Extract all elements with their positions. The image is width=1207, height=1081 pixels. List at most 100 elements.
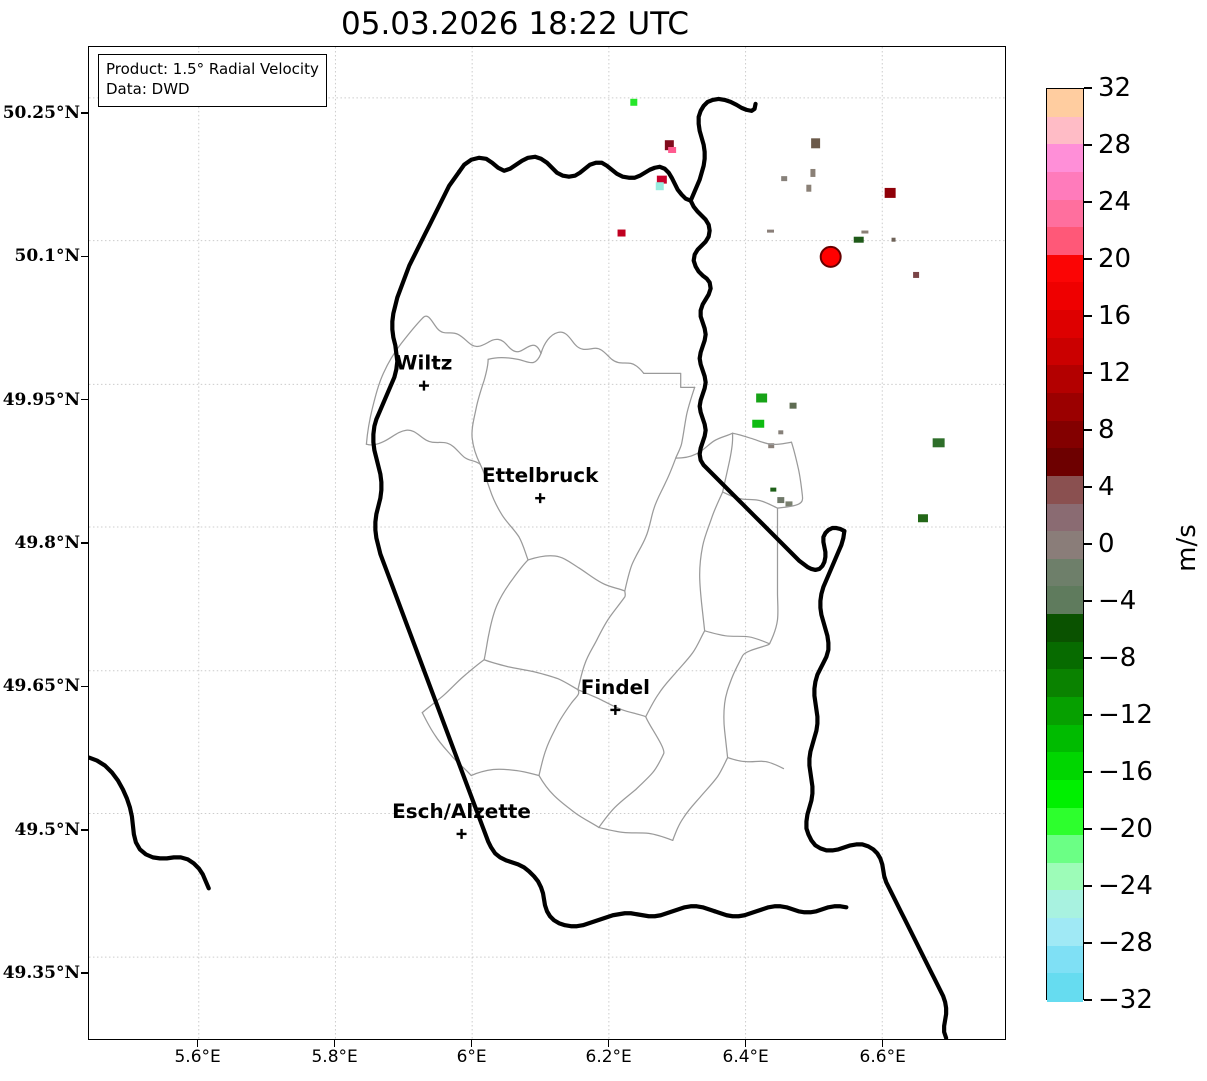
colorbar-band bbox=[1047, 807, 1083, 836]
colorbar-band bbox=[1047, 144, 1083, 173]
colorbar-band bbox=[1047, 614, 1083, 643]
colorbar-tick-label: −24 bbox=[1098, 871, 1153, 901]
x-tick-label: 5.8°E bbox=[311, 1047, 358, 1067]
radar-site-marker[interactable] bbox=[819, 245, 842, 268]
gridlines bbox=[89, 47, 1005, 1039]
x-tick-mark bbox=[196, 1040, 199, 1047]
colorbar-band bbox=[1047, 890, 1083, 919]
colorbar-tick-label: −32 bbox=[1098, 985, 1153, 1015]
radar-echo-pixel bbox=[810, 168, 816, 177]
info-product-line: Product: 1.5° Radial Velocity bbox=[106, 60, 319, 78]
colorbar-band bbox=[1047, 779, 1083, 809]
y-tick-mark bbox=[81, 255, 88, 258]
colorbar-band bbox=[1047, 862, 1083, 892]
radar-echo-pixel bbox=[932, 438, 945, 448]
colorbar-tick-mark bbox=[1084, 714, 1092, 716]
y-tick-mark bbox=[81, 972, 88, 974]
x-tick-mark bbox=[607, 1040, 610, 1047]
colorbar-tick-mark bbox=[1084, 201, 1092, 203]
colorbar-band bbox=[1047, 365, 1083, 394]
colorbar-tick-label: 0 bbox=[1098, 529, 1115, 559]
colorbar-tick-mark bbox=[1084, 144, 1092, 146]
colorbar-band bbox=[1047, 310, 1083, 339]
colorbar-band bbox=[1047, 393, 1083, 422]
map-plot-area[interactable]: Wiltz Ettelbruck Findel Esch/Alzette bbox=[88, 46, 1006, 1040]
x-tick-mark bbox=[333, 1040, 336, 1047]
colorbar-tick-mark bbox=[1084, 87, 1092, 89]
city-label: Ettelbruck bbox=[482, 463, 599, 487]
city-label: Wiltz bbox=[396, 351, 453, 375]
radar-echo-pixel bbox=[767, 229, 775, 233]
x-tick-mark bbox=[881, 1040, 884, 1047]
colorbar-band bbox=[1047, 531, 1083, 560]
radar-echo-pixel bbox=[630, 98, 638, 106]
colorbar-tick-label: 4 bbox=[1098, 472, 1115, 502]
colorbar-band bbox=[1047, 116, 1083, 145]
colorbar-band bbox=[1047, 420, 1083, 449]
y-tick-label: 50.25°N bbox=[2, 102, 80, 123]
radar-echo-pixel bbox=[785, 501, 793, 507]
colorbar-band bbox=[1047, 199, 1083, 228]
colorbar-tick-label: −4 bbox=[1098, 586, 1137, 616]
y-tick-label: 49.5°N bbox=[14, 819, 80, 840]
radar-echo-pixel bbox=[891, 237, 896, 242]
radar-echo-pixel bbox=[756, 393, 768, 403]
colorbar-band bbox=[1047, 503, 1083, 532]
city-layer: Wiltz Ettelbruck Findel Esch/Alzette bbox=[392, 351, 650, 839]
colorbar-tick-mark bbox=[1084, 315, 1092, 317]
colorbar-band bbox=[1047, 89, 1083, 118]
city-label: Findel bbox=[581, 675, 650, 699]
radar-site-dot[interactable] bbox=[819, 245, 842, 268]
colorbar-band bbox=[1047, 752, 1083, 781]
colorbar-band bbox=[1047, 697, 1083, 726]
colorbar-tick-mark bbox=[1084, 999, 1092, 1001]
colorbar-band bbox=[1047, 669, 1083, 698]
page-title: 05.03.2026 18:22 UTC bbox=[341, 6, 689, 42]
radar-echo-pixel bbox=[806, 184, 812, 192]
radar-echo-pixel bbox=[913, 271, 920, 278]
colorbar-band bbox=[1047, 337, 1083, 366]
info-data-line: Data: DWD bbox=[106, 79, 190, 98]
city-marker-ettelbruck: Ettelbruck bbox=[482, 463, 599, 504]
y-tick-label: 49.95°N bbox=[2, 389, 80, 410]
colorbar-tick-mark bbox=[1084, 258, 1092, 260]
colorbar-band bbox=[1047, 227, 1083, 256]
radar-echo-pixel bbox=[884, 187, 896, 198]
colorbar-band bbox=[1047, 558, 1083, 588]
y-tick-mark bbox=[81, 398, 88, 401]
x-tick-label: 5.6°E bbox=[174, 1047, 221, 1067]
radar-echo-pixel bbox=[861, 230, 869, 234]
colorbar-band bbox=[1047, 282, 1083, 311]
radar-echo-pixel bbox=[768, 443, 775, 449]
colorbar-band bbox=[1047, 918, 1083, 947]
y-tick-mark bbox=[81, 685, 88, 688]
radar-echo-pixel bbox=[668, 146, 677, 153]
y-tick-label: 49.8°N bbox=[14, 533, 80, 553]
colorbar-band bbox=[1047, 475, 1083, 505]
colorbar[interactable] bbox=[1046, 88, 1084, 1002]
colorbar-tick-label: −28 bbox=[1098, 928, 1153, 958]
radar-echo-pixel bbox=[664, 140, 674, 151]
city-marker-findel: Findel bbox=[581, 675, 650, 715]
map-svg: Wiltz Ettelbruck Findel Esch/Alzette bbox=[89, 47, 1005, 1039]
radar-echo-pixel bbox=[811, 138, 821, 149]
radar-echo-pixel bbox=[656, 175, 667, 184]
colorbar-tick-mark bbox=[1084, 600, 1092, 602]
radar-echo-pixel bbox=[770, 487, 777, 492]
radar-echo-pixel bbox=[781, 176, 788, 182]
y-tick-label: 49.65°N bbox=[2, 676, 80, 697]
colorbar-tick-mark bbox=[1084, 372, 1092, 374]
x-tick-label: 6.4°E bbox=[722, 1047, 769, 1067]
radar-echo-pixel bbox=[853, 236, 864, 243]
colorbar-tick-label: 20 bbox=[1098, 244, 1132, 274]
radar-echo-layer bbox=[617, 98, 945, 523]
colorbar-band bbox=[1047, 945, 1083, 974]
info-box: Product: 1.5° Radial Velocity Data: DWD bbox=[98, 54, 327, 107]
y-tick-mark bbox=[81, 542, 88, 544]
x-tick-mark bbox=[744, 1040, 747, 1047]
colorbar-tick-mark bbox=[1084, 942, 1092, 944]
radar-echo-pixel bbox=[778, 430, 784, 435]
colorbar-band bbox=[1047, 973, 1083, 1002]
colorbar-tick-mark bbox=[1084, 885, 1092, 887]
